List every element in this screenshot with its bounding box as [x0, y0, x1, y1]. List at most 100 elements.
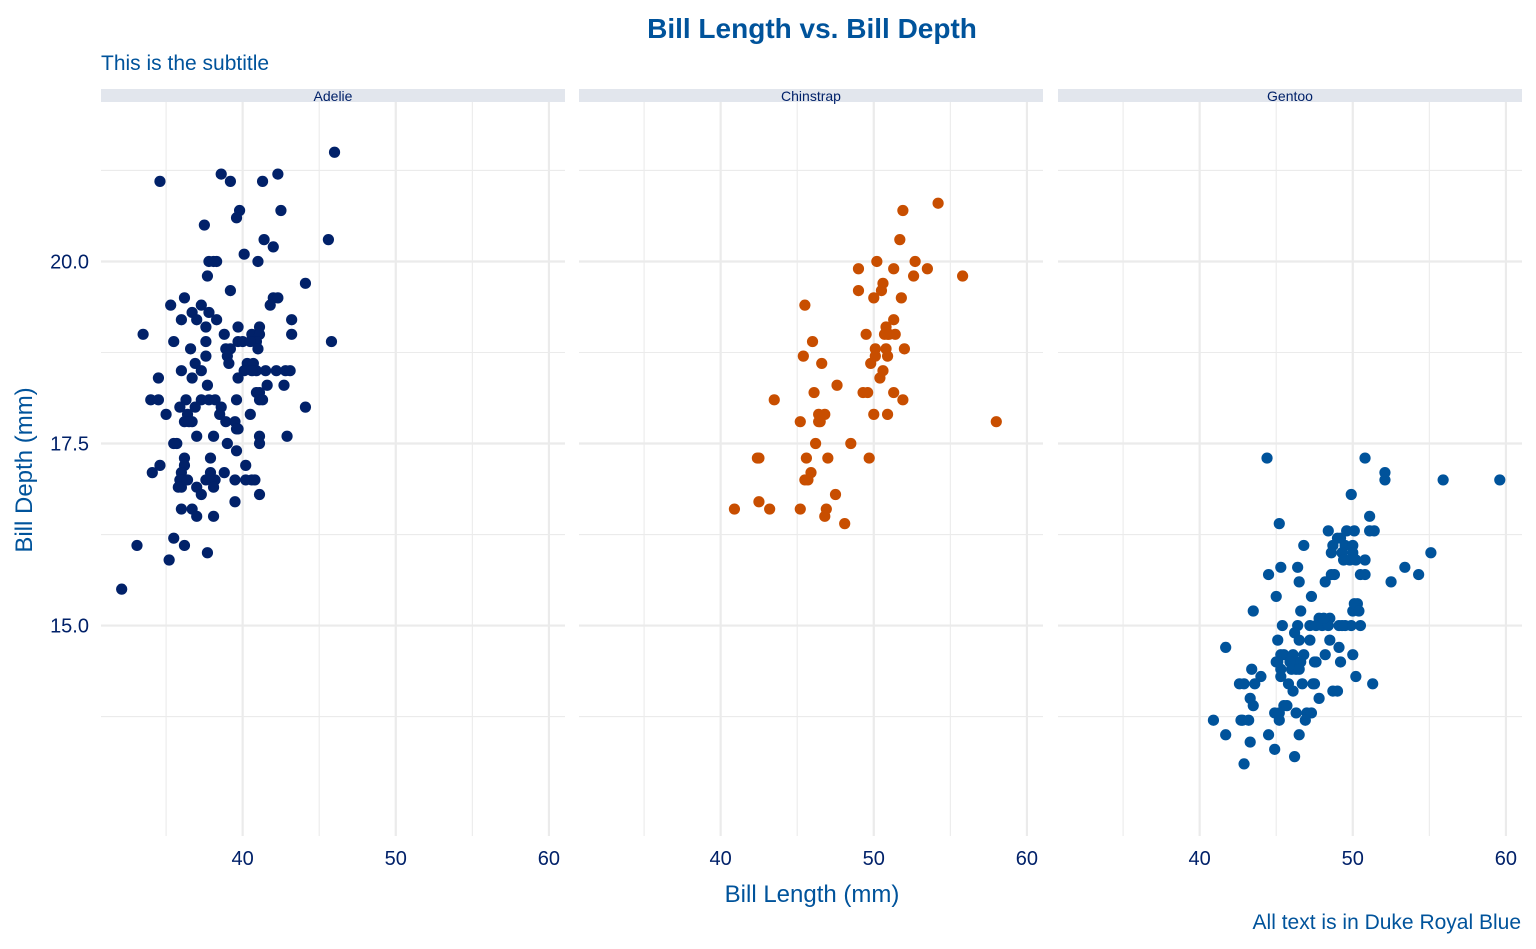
data-point	[237, 335, 249, 348]
data-point	[224, 175, 236, 187]
data-point	[1337, 554, 1350, 566]
data-point	[1272, 634, 1284, 646]
data-point	[198, 219, 210, 231]
data-point	[808, 386, 820, 399]
data-point	[168, 335, 180, 348]
data-point	[207, 510, 220, 522]
data-point	[909, 255, 921, 268]
data-point	[178, 539, 191, 552]
data-point	[894, 234, 906, 246]
data-point	[224, 284, 236, 297]
data-point	[1359, 568, 1371, 581]
x-axis-title: Bill Length (mm)	[725, 881, 900, 908]
data-point	[249, 474, 261, 486]
data-point	[871, 255, 883, 268]
data-point	[230, 423, 243, 435]
data-point	[152, 372, 165, 384]
data-point	[1207, 714, 1220, 726]
data-point	[831, 379, 843, 391]
facet-strip-background	[101, 89, 565, 102]
data-point	[1238, 678, 1250, 690]
data-point	[863, 452, 875, 464]
data-point	[990, 416, 1002, 428]
data-point	[1379, 474, 1391, 486]
facet-strip-label: Chinstrap	[781, 88, 841, 104]
data-point	[252, 255, 264, 268]
data-point	[244, 335, 256, 348]
data-point	[881, 408, 894, 420]
data-point	[261, 379, 273, 391]
data-point	[172, 481, 184, 493]
data-point	[1298, 539, 1310, 552]
data-point	[200, 321, 212, 333]
data-point	[137, 328, 149, 340]
data-point	[1350, 670, 1362, 683]
data-point	[1494, 474, 1506, 486]
data-point	[868, 292, 880, 304]
data-point	[191, 314, 203, 326]
data-point	[174, 401, 186, 413]
data-point	[165, 299, 177, 311]
data-point	[1308, 656, 1321, 668]
data-point	[160, 408, 172, 420]
data-point	[1290, 707, 1302, 719]
data-point	[256, 175, 269, 187]
data-point	[1304, 634, 1316, 646]
data-point	[1305, 590, 1318, 603]
data-point	[888, 314, 900, 326]
data-point	[207, 481, 220, 493]
data-point	[175, 503, 187, 515]
data-point	[809, 437, 822, 450]
data-point	[229, 474, 241, 486]
data-point	[195, 488, 207, 501]
data-point	[286, 314, 298, 326]
data-point	[852, 263, 865, 275]
data-point	[875, 284, 888, 297]
data-point	[1425, 547, 1437, 559]
data-point	[888, 263, 900, 275]
data-point	[908, 270, 920, 282]
data-point	[244, 408, 256, 420]
data-point	[1359, 452, 1371, 464]
data-point	[207, 430, 220, 442]
data-point	[1331, 685, 1344, 697]
data-point	[1345, 488, 1357, 501]
data-point	[1308, 678, 1321, 690]
data-point	[246, 365, 258, 377]
data-point	[186, 372, 198, 384]
data-point	[211, 314, 223, 326]
data-point	[1275, 670, 1287, 683]
data-point	[168, 532, 180, 544]
data-point	[1299, 714, 1311, 726]
data-point	[215, 168, 227, 180]
data-point	[175, 314, 187, 326]
data-point	[322, 234, 335, 246]
data-point	[1293, 576, 1305, 588]
data-point	[768, 394, 780, 406]
data-point	[753, 496, 765, 508]
x-tick-label: 40	[232, 848, 254, 870]
data-point	[1220, 729, 1232, 741]
data-point	[800, 452, 813, 464]
data-point	[1295, 605, 1307, 617]
data-point	[252, 343, 264, 355]
data-point	[195, 299, 207, 311]
data-point	[1296, 678, 1308, 690]
data-point	[1281, 700, 1293, 712]
x-tick-label: 50	[385, 848, 407, 870]
data-point	[1364, 510, 1376, 522]
data-point	[275, 204, 287, 217]
facet-panels: Adelie 40 50 60 Chinstrap 40 50 60 Gentoo 40 50 60	[101, 88, 1522, 870]
data-point	[1353, 605, 1365, 617]
data-point	[223, 357, 235, 370]
data-point	[145, 394, 157, 406]
data-point	[845, 437, 857, 450]
data-point	[154, 175, 166, 187]
data-point	[1243, 714, 1255, 726]
data-point	[839, 518, 851, 530]
facet-strip-background	[1058, 89, 1522, 102]
data-point	[1273, 518, 1285, 530]
data-point	[814, 416, 826, 428]
data-point	[270, 365, 282, 377]
